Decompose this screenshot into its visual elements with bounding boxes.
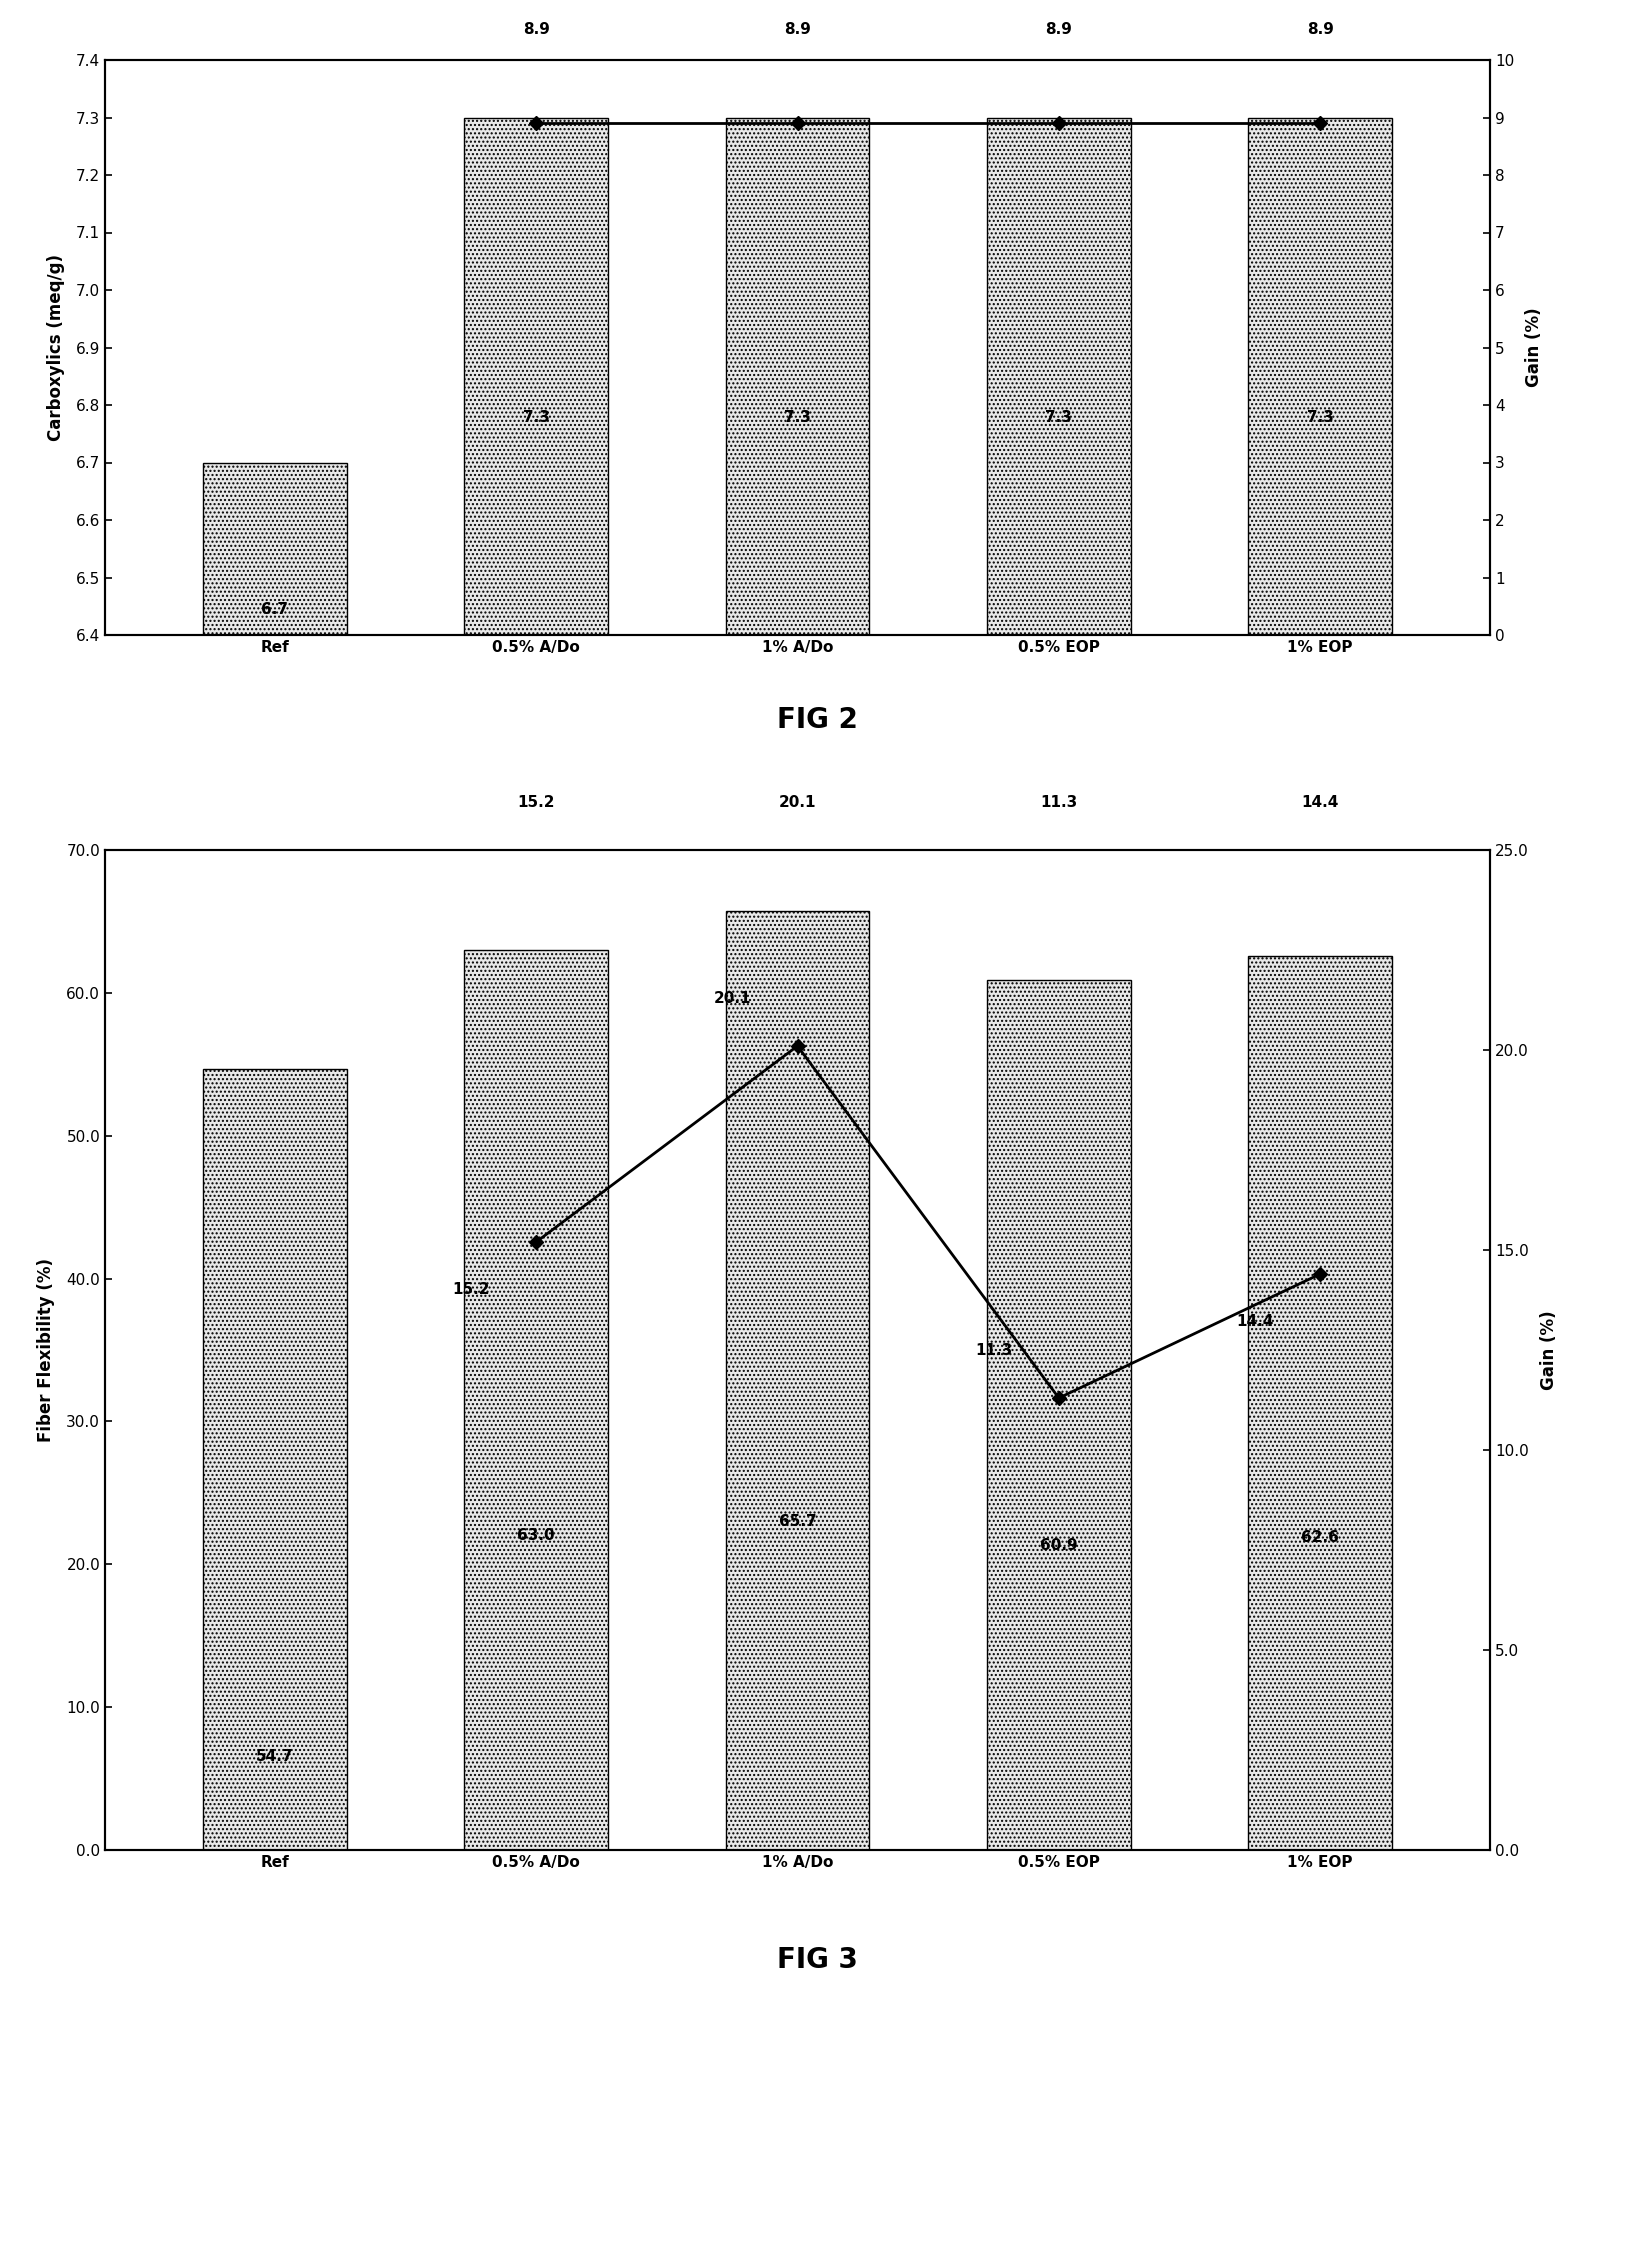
Text: 7.3: 7.3 [523,410,549,425]
Y-axis label: Gain (%): Gain (%) [1540,1310,1558,1389]
Text: 62.6: 62.6 [1301,1530,1339,1546]
Bar [1248,118,1391,636]
Bar [464,118,608,636]
Text: 7.3: 7.3 [1045,410,1073,425]
Bar [726,912,870,1849]
Y-axis label: Carboxylics (meq/g): Carboxylics (meq/g) [47,253,65,441]
Text: FIG 2: FIG 2 [777,706,858,733]
Y-axis label: Fiber Flexibility (%): Fiber Flexibility (%) [38,1258,56,1442]
Text: 15.2: 15.2 [453,1283,489,1297]
Text: 7.3: 7.3 [1306,410,1334,425]
Bar [203,1068,347,1849]
Bar [726,118,870,636]
Text: 8.9: 8.9 [1306,23,1334,36]
Text: 6.7: 6.7 [262,602,288,616]
Text: 8.9: 8.9 [1045,23,1073,36]
Text: 7.3: 7.3 [785,410,811,425]
Text: 14.4: 14.4 [1236,1315,1274,1328]
Text: 15.2: 15.2 [517,794,554,810]
Text: 8.9: 8.9 [785,23,811,36]
Text: 63.0: 63.0 [517,1528,554,1543]
Text: 54.7: 54.7 [257,1749,294,1763]
Text: 14.4: 14.4 [1301,794,1339,810]
Bar [203,462,347,636]
Bar [464,950,608,1849]
Text: 20.1: 20.1 [713,991,750,1007]
Y-axis label: Gain (%): Gain (%) [1525,308,1543,387]
Text: 11.3: 11.3 [974,1342,1012,1358]
Text: 65.7: 65.7 [778,1514,816,1530]
Bar [988,118,1131,636]
Text: 8.9: 8.9 [523,23,549,36]
Text: 11.3: 11.3 [1040,794,1077,810]
Bar [1248,955,1391,1849]
Text: 60.9: 60.9 [1040,1539,1077,1552]
Text: 20.1: 20.1 [778,794,816,810]
Bar [988,980,1131,1849]
Text: FIG 3: FIG 3 [777,1946,858,1973]
